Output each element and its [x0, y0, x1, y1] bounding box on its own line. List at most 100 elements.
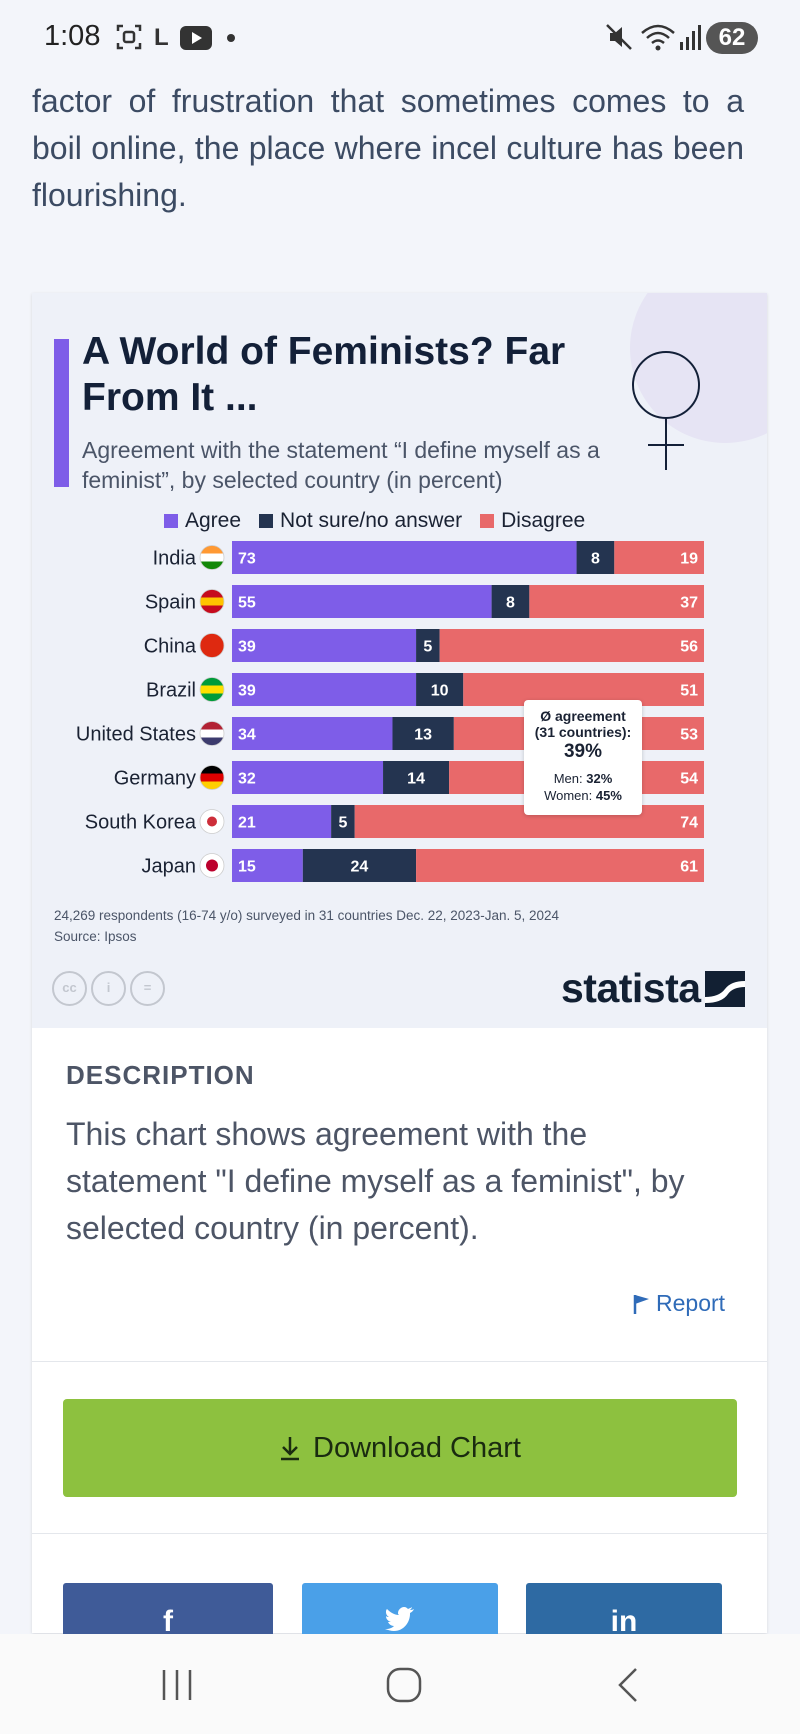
- callout-women-label: Women:: [544, 788, 593, 803]
- country-flag-icon: [199, 809, 225, 834]
- country-flag-icon: [199, 765, 225, 790]
- report-label: Report: [656, 1290, 726, 1316]
- data-label: 8: [506, 595, 515, 612]
- attribution-icon: i: [91, 971, 126, 1006]
- bar-segment: [302, 849, 417, 882]
- data-label: 10: [431, 683, 449, 700]
- legend-label: Disagree: [501, 509, 586, 532]
- callout-women-value: 45%: [595, 788, 622, 803]
- flag-icon: [633, 1294, 649, 1314]
- bar-segment: [416, 629, 440, 662]
- download-label: Download Chart: [313, 1431, 521, 1464]
- youtube-icon: [180, 26, 212, 50]
- recent-apps-icon[interactable]: [160, 1668, 194, 1702]
- license-icons: cc i =: [52, 971, 165, 1006]
- data-label: 39: [238, 683, 256, 700]
- callout-value: 39%: [563, 741, 603, 762]
- no-derivatives-icon: =: [130, 971, 165, 1006]
- bar-segment: [232, 585, 492, 618]
- status-bar: 1:08 L 62: [0, 0, 800, 78]
- category-label: India: [153, 548, 197, 570]
- legend-item-not-sure: Not sure/no answer: [259, 509, 462, 533]
- data-label: 39: [238, 639, 256, 656]
- data-label: 53: [680, 727, 698, 744]
- statista-logo: statista: [561, 965, 745, 1012]
- mute-icon: [606, 24, 632, 50]
- statista-mark-icon: [704, 970, 745, 1007]
- legend-item-disagree: Disagree: [480, 509, 585, 533]
- bar-segment: [614, 541, 704, 574]
- screenshot-icon: [116, 24, 142, 50]
- data-label: 55: [238, 595, 256, 612]
- category-label: Germany: [114, 768, 196, 790]
- data-label: 74: [680, 815, 698, 832]
- divider: [32, 1533, 767, 1534]
- legend-label: Not sure/no answer: [280, 509, 463, 532]
- callout-label: Ø agreement: [540, 708, 626, 724]
- notification-dot-icon: [227, 34, 235, 42]
- country-flag-icon: [199, 633, 225, 658]
- category-label: Brazil: [146, 680, 196, 702]
- bar-segment: [232, 805, 332, 838]
- category-label: United States: [76, 724, 196, 746]
- bar-segment: [491, 585, 530, 618]
- back-icon[interactable]: [614, 1666, 642, 1704]
- battery-icon: 62: [706, 22, 758, 54]
- callout-men-label: Men:: [553, 771, 583, 786]
- download-chart-button[interactable]: Download Chart: [63, 1399, 737, 1497]
- facebook-icon: f: [163, 1605, 173, 1638]
- data-label: 32: [238, 771, 256, 788]
- data-label: 13: [414, 727, 432, 744]
- data-label: 21: [238, 815, 256, 832]
- data-label: 14: [407, 771, 425, 788]
- share-linkedin-button[interactable]: in: [526, 1583, 722, 1643]
- signal-icon: [680, 25, 701, 50]
- chart-footnote: 24,269 respondents (16-74 y/o) surveyed …: [54, 905, 559, 947]
- data-label: 8: [591, 551, 600, 568]
- legend-label: Agree: [185, 509, 242, 532]
- country-flag-icon: [199, 545, 225, 570]
- data-label: 73: [238, 551, 256, 568]
- divider: [32, 1361, 767, 1362]
- country-flag-icon: [199, 721, 225, 746]
- twitter-icon: [385, 1607, 414, 1631]
- stacked-bar-chart: India 73 8 19 Spain 55 8 37 China 39 5 56 Brazil 39 10…: [76, 541, 704, 882]
- legend-swatch: [259, 514, 274, 528]
- article-paragraph: factor of frustration that sometimes com…: [32, 83, 744, 213]
- status-time: 1:08: [44, 20, 101, 52]
- home-icon[interactable]: [385, 1666, 423, 1704]
- report-link[interactable]: Report: [632, 1290, 725, 1317]
- callout-sub: (31 countries):: [534, 724, 632, 740]
- description-text: This chart shows agreement with the stat…: [66, 1116, 685, 1246]
- share-facebook-button[interactable]: f: [63, 1583, 273, 1643]
- country-flag-icon: [199, 853, 225, 878]
- linkedin-icon: in: [610, 1605, 638, 1638]
- legend-swatch: [480, 514, 495, 528]
- data-label: 5: [338, 815, 347, 832]
- category-label: Japan: [142, 856, 197, 878]
- title-accent-bar: [54, 339, 69, 487]
- share-twitter-button[interactable]: [302, 1583, 498, 1643]
- female-symbol-icon: [632, 351, 700, 470]
- category-label: South Korea: [85, 812, 197, 834]
- wifi-icon: [641, 24, 675, 51]
- description-heading: DESCRIPTION: [66, 1060, 255, 1090]
- data-label: 19: [680, 551, 698, 568]
- data-label: 15: [238, 859, 256, 876]
- data-label: 37: [680, 595, 698, 612]
- app-letter-icon: L: [154, 24, 169, 51]
- category-label: China: [144, 636, 197, 658]
- average-callout: Ø agreement (31 countries): 39% Men: 32%…: [524, 700, 642, 815]
- bar-segment: [331, 805, 355, 838]
- callout-men-value: 32%: [586, 771, 613, 786]
- bar-segment: [383, 761, 450, 794]
- bar-segment: [232, 717, 393, 750]
- data-label: 5: [423, 639, 432, 656]
- country-flag-icon: [199, 589, 225, 614]
- data-label: 51: [680, 683, 698, 700]
- system-nav-bar: [0, 1634, 800, 1734]
- bar-segment: [416, 673, 464, 706]
- bar-segment: [529, 585, 704, 618]
- legend-swatch: [164, 514, 178, 528]
- infographic[interactable]: A World of Feminists? Far From It ... Ag…: [32, 293, 767, 1028]
